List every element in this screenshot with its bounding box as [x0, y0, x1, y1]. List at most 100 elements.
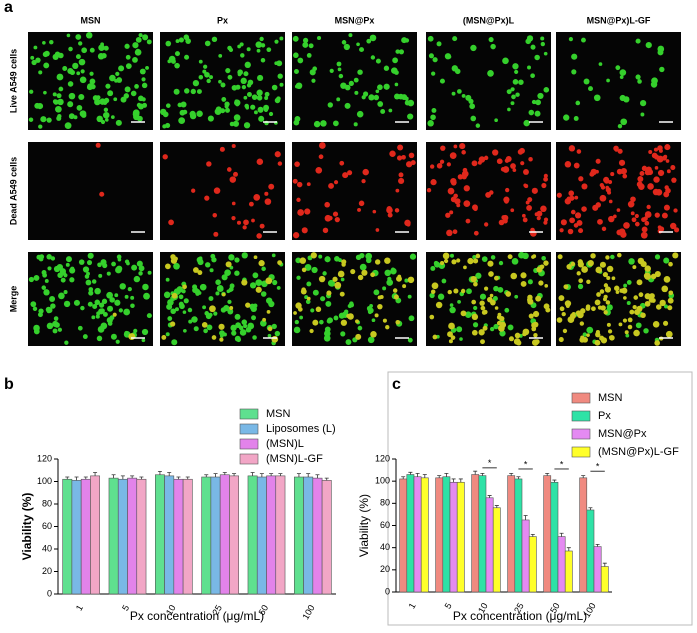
cell [634, 309, 640, 316]
cell [531, 187, 538, 194]
cell [52, 53, 59, 60]
cell [130, 295, 135, 300]
cell [528, 313, 534, 319]
cell [504, 307, 510, 313]
cell [359, 263, 367, 271]
cell [202, 305, 207, 310]
cell [576, 149, 582, 154]
cell [243, 219, 249, 226]
cell [302, 42, 307, 47]
cell [58, 52, 64, 59]
cell [147, 270, 152, 275]
bar [399, 478, 408, 593]
cell [296, 181, 303, 188]
cell [530, 44, 536, 50]
error-bar [315, 474, 320, 479]
cell [255, 279, 263, 287]
cell [127, 286, 132, 292]
cell [241, 252, 248, 259]
cell [534, 54, 540, 61]
cell [102, 311, 108, 317]
cell [239, 42, 244, 47]
cell [569, 313, 576, 320]
cell [667, 305, 673, 311]
bar [275, 475, 286, 595]
cell [586, 326, 594, 334]
cell [339, 291, 345, 297]
cell [615, 65, 621, 71]
cell [240, 77, 247, 85]
cell [173, 256, 178, 261]
cell [634, 213, 639, 219]
cell [138, 33, 143, 38]
cell [30, 55, 35, 60]
cell [570, 261, 576, 267]
cell [240, 53, 245, 58]
cell [348, 80, 354, 86]
cell [643, 272, 651, 280]
cell [494, 118, 498, 123]
cell [98, 44, 105, 51]
cell [271, 253, 276, 258]
y-axis-title: Viability (%) [20, 493, 34, 561]
cell [47, 266, 52, 271]
cell [66, 33, 71, 38]
cell [128, 333, 136, 340]
cell [579, 321, 585, 326]
cell [664, 185, 669, 190]
cell [472, 255, 477, 260]
error-bar [296, 473, 301, 477]
cell [294, 161, 300, 167]
legend-swatch [239, 423, 259, 435]
cell [463, 185, 470, 192]
cell [436, 163, 443, 169]
cell [447, 331, 453, 338]
cell [459, 337, 463, 341]
bar [586, 509, 595, 593]
cell [493, 323, 499, 330]
cell [231, 215, 236, 221]
cell [87, 252, 94, 259]
cell [383, 83, 390, 90]
cell [102, 111, 110, 119]
cell [574, 195, 579, 200]
cell [215, 291, 220, 296]
error-bar [480, 473, 485, 476]
cell [606, 322, 611, 327]
cell [461, 93, 466, 98]
cell [648, 297, 655, 303]
cell [165, 122, 171, 129]
cell [382, 318, 387, 323]
cell [650, 273, 657, 280]
cell [255, 286, 262, 293]
cell [357, 274, 364, 281]
cell [230, 324, 237, 332]
legend-label: (MSN)L-GF [266, 453, 323, 465]
cell [170, 308, 176, 315]
cell [78, 93, 85, 101]
cell [635, 322, 642, 329]
cell [52, 99, 58, 104]
error-bar [120, 475, 125, 480]
y-tick-label: 20 [42, 566, 52, 576]
cell [543, 260, 549, 266]
cell [628, 258, 635, 265]
cell [266, 309, 271, 314]
cell [608, 215, 615, 223]
cell [619, 75, 624, 79]
cell [522, 213, 526, 218]
cell [184, 54, 190, 60]
cell [81, 47, 88, 54]
error-bar [415, 473, 420, 477]
cell [431, 107, 437, 113]
cell [463, 200, 471, 208]
cell [80, 69, 85, 74]
cell [500, 167, 506, 172]
cell [644, 220, 650, 226]
cell [306, 281, 312, 287]
cell [404, 219, 411, 227]
cell [199, 283, 207, 291]
cell [530, 230, 537, 237]
panel-letter: b [4, 376, 14, 393]
cell [658, 148, 663, 153]
